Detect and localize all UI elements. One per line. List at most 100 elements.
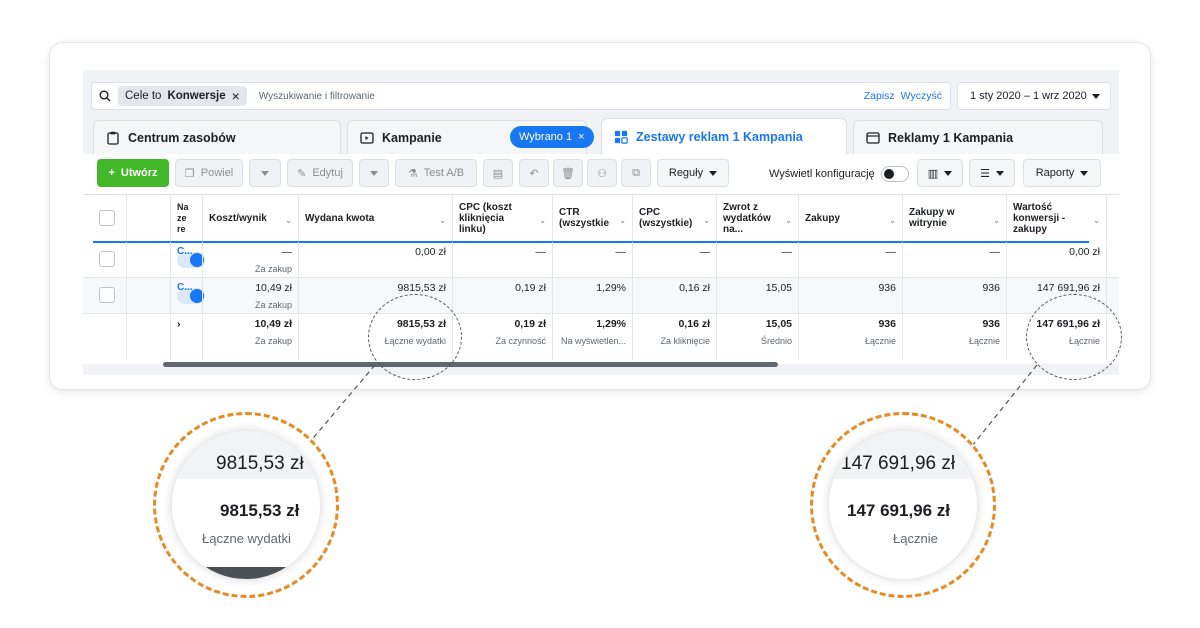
total-purchases: 936 Łącznie — [799, 314, 903, 360]
header-cpc-all[interactable]: CPC (wszystkie) ⌄ — [633, 195, 717, 241]
header-spent[interactable]: Wydana kwota ⌄ — [299, 195, 453, 241]
undo-button[interactable]: ↶ — [519, 159, 549, 187]
tab-ads-label: Reklamy 1 Kampania — [888, 130, 1014, 145]
breakdown-button[interactable]: ☰ — [969, 159, 1015, 187]
row-roas: — — [717, 242, 799, 277]
chevron-down-icon — [709, 170, 718, 176]
row-site-purchases: 936 — [903, 278, 1007, 313]
header-select — [83, 195, 127, 241]
selected-badge[interactable]: Wybrano 1 × — [510, 126, 594, 148]
duplicate-dropdown[interactable] — [249, 159, 281, 187]
row-name-link[interactable]: C... — [171, 278, 203, 313]
edit-dropdown[interactable] — [359, 159, 389, 187]
total-ctr: 1,29% Na wyświetlen... — [553, 314, 633, 360]
row-cpc-all: — — [633, 242, 717, 277]
sort-icon: ⌄ — [285, 216, 292, 225]
row-checkbox[interactable] — [99, 251, 115, 267]
clipboard-icon: ▤ — [492, 167, 504, 180]
expand-icon[interactable]: › — [171, 314, 203, 360]
header-purchases[interactable]: Zakupy ⌄ — [799, 195, 903, 241]
header-roas-label: Zwrot z wydatków na... — [723, 201, 771, 235]
sort-icon: ⌄ — [703, 216, 710, 225]
audience-button[interactable]: ⚇ — [587, 159, 617, 187]
magnifier-conv-value: 147 691,96 zł 147 691,96 zł Łącznie — [810, 412, 996, 598]
row-cpc-link: 0,19 zł — [453, 278, 553, 313]
filter-chip[interactable]: Cele to Konwersje × — [118, 86, 247, 106]
row-checkbox[interactable] — [99, 287, 115, 303]
ab-test-button[interactable]: ⚗ Test A/B — [395, 159, 477, 187]
date-range-picker[interactable]: 1 sty 2020 – 1 wrz 2020 — [957, 82, 1111, 110]
row-toggle[interactable] — [177, 288, 205, 304]
header-ctr-label: CTR (wszystkie — [559, 207, 610, 229]
search-input[interactable]: Wyszukiwanie i filtrowanie — [258, 90, 375, 102]
preview-button[interactable]: ⧉ — [621, 159, 651, 187]
plus-icon: + — [108, 167, 115, 179]
sort-icon: ⌄ — [1093, 216, 1100, 225]
edit-button[interactable]: ✎ Edytuj — [287, 159, 353, 187]
folder-icon — [360, 131, 374, 145]
flask-icon: ⚗ — [407, 167, 418, 180]
tab-assets-label: Centrum zasobów — [128, 130, 236, 145]
search-icon — [92, 90, 118, 102]
row-name-link[interactable]: C... — [171, 242, 203, 277]
chevron-down-icon — [370, 170, 378, 176]
tab-adsets-label: Zestawy reklam 1 Kampania — [636, 129, 803, 144]
table-header: Na ze re Koszt/wynik ⌄ Wydana kwota ⌄ CP… — [83, 194, 1119, 243]
reports-label: Raporty — [1035, 167, 1075, 179]
header-spent-label: Wydana kwota — [305, 212, 375, 224]
header-cpc-all-label: CPC (wszystkie) — [639, 207, 693, 229]
highlight-circle-spent — [368, 294, 462, 380]
total-cost-result: 10,49 zł Za zakup — [203, 314, 299, 360]
reports-button[interactable]: Raporty — [1023, 159, 1101, 187]
close-icon[interactable]: × — [578, 131, 585, 143]
sort-icon: ⌄ — [785, 216, 792, 225]
rules-button[interactable]: Reguły — [657, 159, 729, 187]
clear-link[interactable]: Wyczyść — [900, 90, 942, 102]
columns-icon: ▥ — [927, 167, 939, 180]
close-icon[interactable]: × — [231, 88, 240, 104]
header-name[interactable]: Na ze re — [171, 195, 203, 241]
magnifier-spent-sub: Łączne wydatki — [202, 531, 291, 546]
total-roas: 15,05 Średnio — [717, 314, 799, 360]
undo-icon: ↶ — [529, 167, 539, 180]
clipboard-button[interactable]: ▤ — [483, 159, 513, 187]
header-roas[interactable]: Zwrot z wydatków na... ⌄ — [717, 195, 799, 241]
table-row[interactable]: C... 10,49 zł Za zakup 9815,53 zł 0,19 zł… — [83, 278, 1119, 314]
magnifier-scrollbar — [172, 567, 320, 579]
search-bar[interactable]: Cele to Konwersje × Wyszukiwanie i filtr… — [91, 82, 951, 110]
row-toggle[interactable] — [177, 252, 205, 268]
horizontal-scrollbar[interactable] — [163, 362, 778, 367]
show-config-toggle[interactable] — [881, 166, 909, 182]
header-toggle — [127, 195, 171, 241]
sort-icon: ⌄ — [439, 216, 446, 225]
row-ctr: — — [553, 242, 633, 277]
row-spent: 9815,53 zł — [299, 278, 453, 313]
header-site-purchases[interactable]: Zakupy w witrynie ⌄ — [903, 195, 1007, 241]
chevron-down-icon — [1080, 170, 1089, 176]
create-button[interactable]: + Utwórz — [97, 159, 169, 187]
tab-assets[interactable]: Centrum zasobów — [93, 120, 341, 154]
tab-ads[interactable]: Reklamy 1 Kampania — [853, 120, 1103, 154]
header-conv-value[interactable]: Wartość konwersji - zakupy ⌄ — [1007, 195, 1107, 241]
tab-campaigns[interactable]: Kampanie — [347, 120, 587, 154]
save-link[interactable]: Zapisz — [863, 90, 895, 102]
select-all-checkbox[interactable] — [99, 210, 115, 226]
row-roas: 15,05 — [717, 278, 799, 313]
row-ctr: 1,29% — [553, 278, 633, 313]
header-cost-result[interactable]: Koszt/wynik ⌄ — [203, 195, 299, 241]
columns-button[interactable]: ▥ — [917, 159, 963, 187]
magnifier-spent-top: 9815,53 zł — [216, 453, 304, 474]
table-row[interactable]: C... — Za zakup 0,00 zł — — — — — — 0,00 … — [83, 242, 1119, 278]
chevron-down-icon — [261, 170, 269, 176]
header-underline — [93, 241, 1089, 243]
row-cost-result: — Za zakup — [203, 242, 299, 277]
duplicate-button[interactable]: ❐ Powiel — [175, 159, 243, 187]
delete-button[interactable]: 🗑 — [553, 159, 583, 187]
tab-campaigns-label: Kampanie — [382, 130, 442, 145]
sort-icon: ⌄ — [993, 216, 1000, 225]
header-ctr[interactable]: CTR (wszystkie ⌄ — [553, 195, 633, 241]
row-cpc-link: — — [453, 242, 553, 277]
total-site-purchases: 936 Łącznie — [903, 314, 1007, 360]
tab-adsets[interactable]: Zestawy reklam 1 Kampania — [601, 118, 847, 154]
header-cpc-link[interactable]: CPC (koszt kliknięcia linku) ⌄ — [453, 195, 553, 241]
